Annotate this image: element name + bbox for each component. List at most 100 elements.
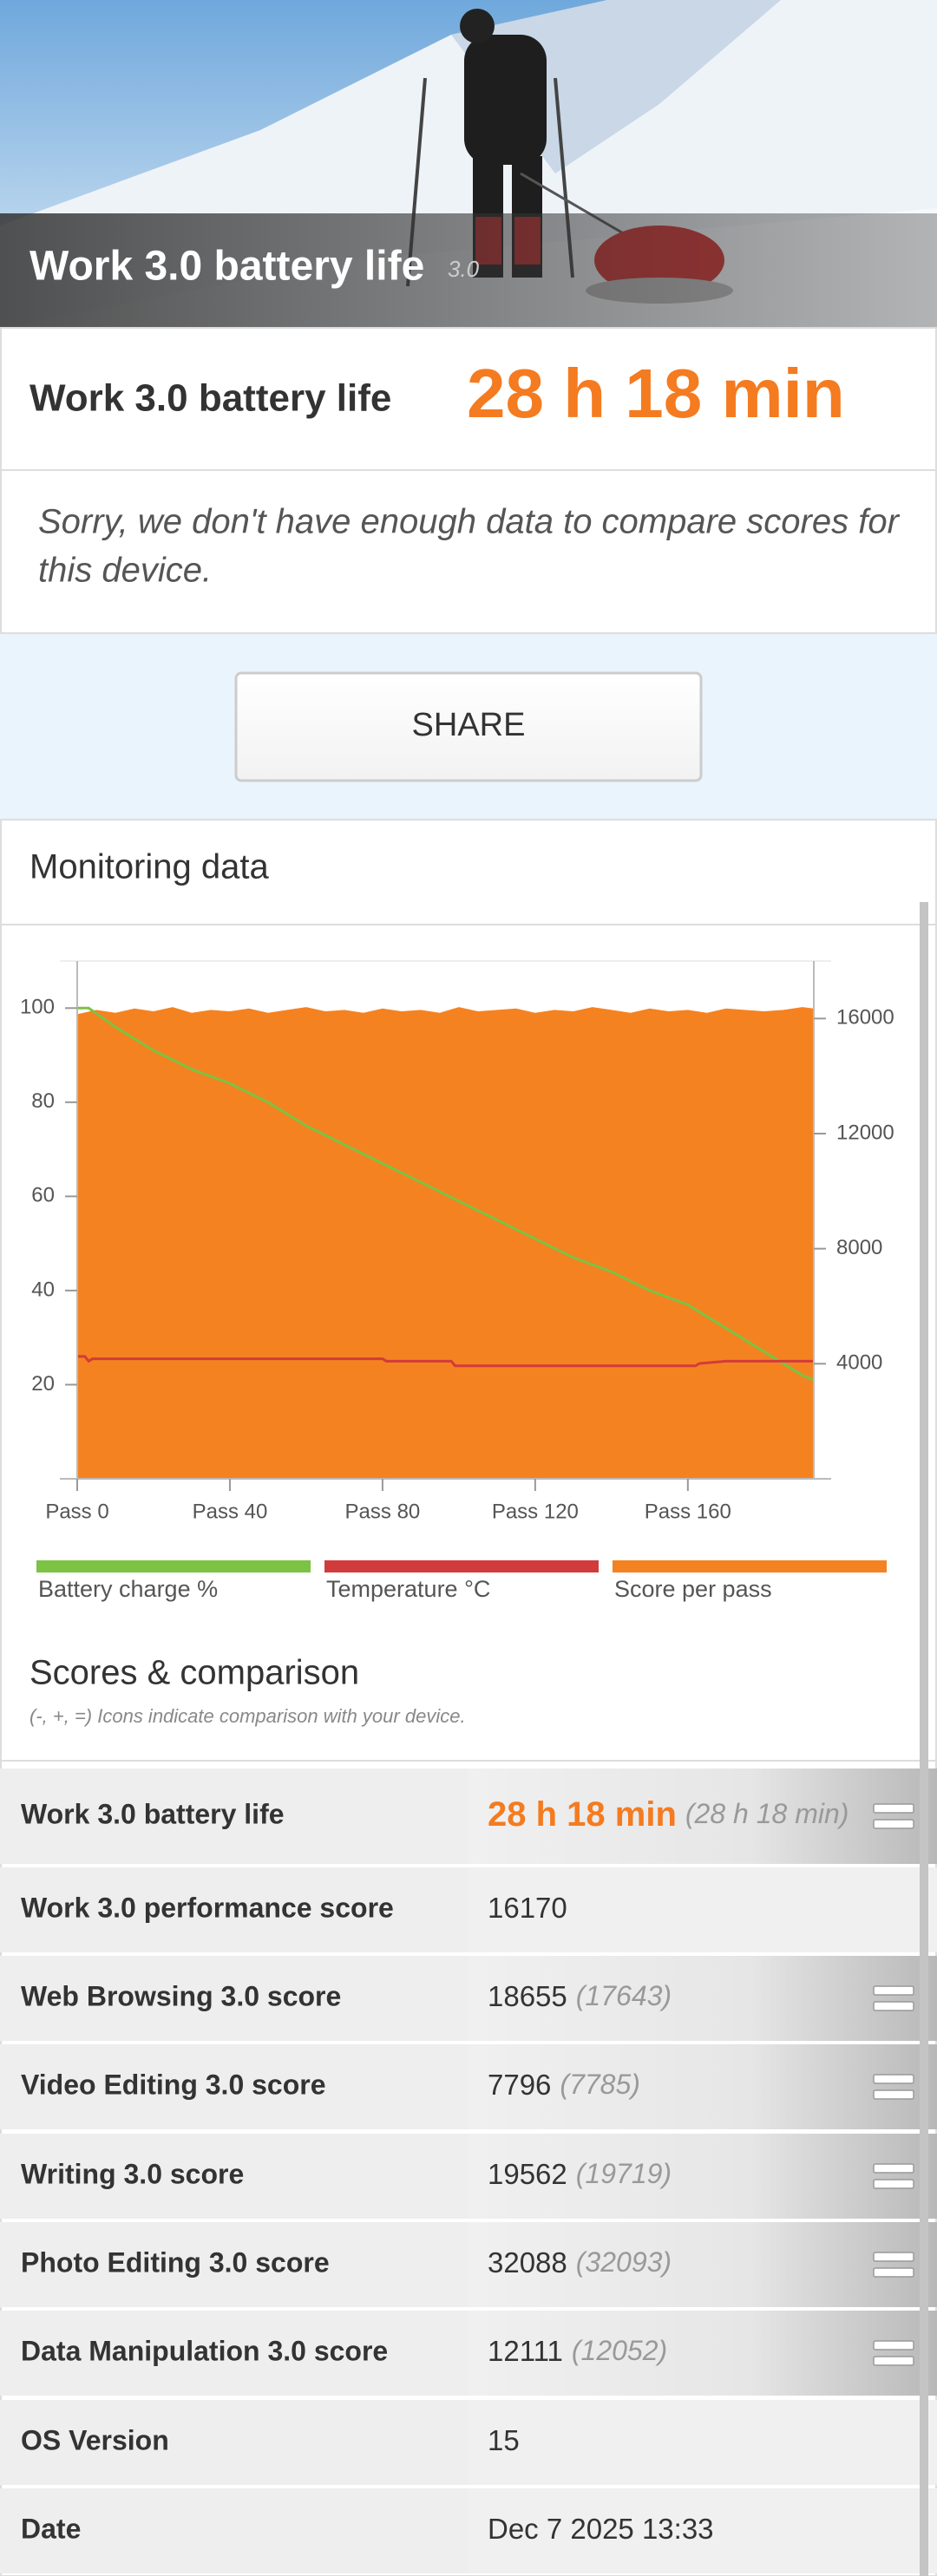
y2-tick-label: 12000	[836, 1121, 894, 1144]
row-value-text: 18655 (17643)	[488, 1980, 672, 2012]
row-value-text: 12111 (12052)	[488, 2335, 667, 2367]
x-tick-label: Pass 40	[193, 1500, 268, 1523]
row-label: OS Version	[21, 2424, 169, 2455]
row-value: 19562	[488, 2158, 567, 2190]
y-tick-label: 60	[31, 1184, 55, 1207]
row-value-text: 15	[488, 2424, 520, 2456]
row-value: 7796	[488, 2069, 551, 2101]
legend-swatch	[36, 1560, 311, 1572]
row-label: Video Editing 3.0 score	[21, 2069, 326, 2100]
monitoring-title: Monitoring data	[29, 848, 269, 886]
y2-tick-label: 4000	[836, 1351, 882, 1375]
note-line: this device.	[38, 552, 212, 590]
row-comparison: (19719)	[576, 2158, 672, 2189]
row-value-text: 19562 (19719)	[488, 2158, 672, 2190]
row-label: Photo Editing 3.0 score	[21, 2246, 330, 2278]
y-tick-label: 100	[20, 996, 55, 1019]
scores-title: Scores & comparison	[29, 1654, 359, 1692]
y-tick-label: 40	[31, 1278, 55, 1301]
equal-icon	[873, 1803, 914, 1829]
y2-tick-label: 8000	[836, 1236, 882, 1259]
equal-bar	[873, 2340, 914, 2350]
row-value: 15	[488, 2424, 520, 2456]
row-value-text: 16170	[488, 1892, 567, 1924]
row-value-text: 32088 (32093)	[488, 2246, 672, 2279]
legend-swatch	[613, 1560, 887, 1572]
row-comparison: (28 h 18 min)	[685, 1798, 849, 1829]
chart: 20 40 60 80 100 4000 8000 12000 16000 Pass 0 Pass …	[20, 960, 894, 1602]
row-value: 28 h 18 min	[488, 1795, 677, 1834]
equal-bar	[873, 1803, 914, 1814]
row-value: 32088	[488, 2246, 567, 2279]
value-cell	[468, 2044, 937, 2129]
legend-label: Temperature °C	[326, 1576, 490, 1602]
value-cell	[468, 2488, 937, 2573]
x-tick-label: Pass 120	[492, 1500, 579, 1523]
equal-bar	[873, 2356, 914, 2366]
x-tick-label: Pass 0	[45, 1500, 108, 1523]
equal-bar	[873, 1819, 914, 1829]
row-label: Data Manipulation 3.0 score	[21, 2335, 388, 2366]
equal-icon	[873, 2340, 914, 2366]
row-value: 16170	[488, 1892, 567, 1924]
share-button[interactable]	[234, 671, 703, 782]
equal-bar	[873, 2252, 914, 2262]
row-label: Work 3.0 performance score	[21, 1892, 394, 1923]
equal-icon	[873, 2074, 914, 2100]
result-card	[0, 327, 937, 471]
legend-label: Score per pass	[614, 1576, 772, 1602]
equal-icon	[873, 1985, 914, 2011]
row-value: 18655	[488, 1980, 567, 2012]
y2-tick-label: 16000	[836, 1006, 894, 1030]
scrollbar	[920, 902, 928, 2576]
row-value: Dec 7 2025 13:33	[488, 2513, 714, 2545]
value-cell	[468, 2134, 937, 2219]
x-tick-label: Pass 80	[345, 1500, 421, 1523]
row-label: Date	[21, 2513, 81, 2544]
score-area	[77, 1007, 814, 1479]
y-tick-label: 80	[31, 1089, 55, 1113]
hero-overlay	[0, 213, 937, 328]
row-comparison: (32093)	[576, 2246, 672, 2278]
row-value-text: 28 h 18 min (28 h 18 min)	[488, 1795, 849, 1834]
row-label: Web Browsing 3.0 score	[21, 1980, 341, 2011]
result-label: Work 3.0 battery life	[29, 377, 391, 420]
note-card	[0, 469, 937, 634]
equal-bar	[873, 1985, 914, 1996]
equal-bar	[873, 2179, 914, 2189]
equal-bar	[873, 2267, 914, 2278]
equal-bar	[873, 2001, 914, 2011]
legend-label: Battery charge %	[38, 1576, 218, 1602]
scores-subtitle: (-, +, =) Icons indicate comparison with…	[29, 1705, 466, 1727]
y-tick-label: 20	[31, 1372, 55, 1396]
row-value-text: 7796 (7785)	[488, 2069, 640, 2101]
x-tick-label: Pass 160	[645, 1500, 731, 1523]
value-cell	[468, 1956, 937, 2041]
value-cell	[468, 1769, 937, 1864]
scores-table: Work 3.0 battery life 28 h 18 min (28 h 18…	[0, 1769, 937, 2573]
series-line	[77, 1355, 814, 1368]
value-cell	[468, 2311, 937, 2396]
row-comparison: (7785)	[560, 2069, 640, 2100]
equal-bar	[873, 2089, 914, 2100]
row-label: Writing 3.0 score	[21, 2158, 244, 2189]
value-cell	[468, 2400, 937, 2485]
equal-bar	[873, 2074, 914, 2084]
result-value: 28 h 18 min	[467, 355, 845, 432]
hero-version: 3.0	[448, 256, 480, 282]
series-line	[77, 1006, 815, 1382]
equal-bar	[873, 2163, 914, 2174]
share-label[interactable]: SHARE	[412, 707, 526, 743]
hero-title: Work 3.0 battery life	[29, 244, 424, 290]
legend-swatch	[324, 1560, 599, 1572]
row-comparison: (17643)	[576, 1980, 672, 2011]
equal-icon	[873, 2163, 914, 2189]
row-value: 12111	[488, 2335, 563, 2367]
value-cell	[468, 1867, 937, 1952]
row-value-text: Dec 7 2025 13:33	[488, 2513, 714, 2545]
equal-icon	[873, 2252, 914, 2278]
row-comparison: (12052)	[572, 2335, 667, 2366]
value-cell	[468, 2222, 937, 2307]
